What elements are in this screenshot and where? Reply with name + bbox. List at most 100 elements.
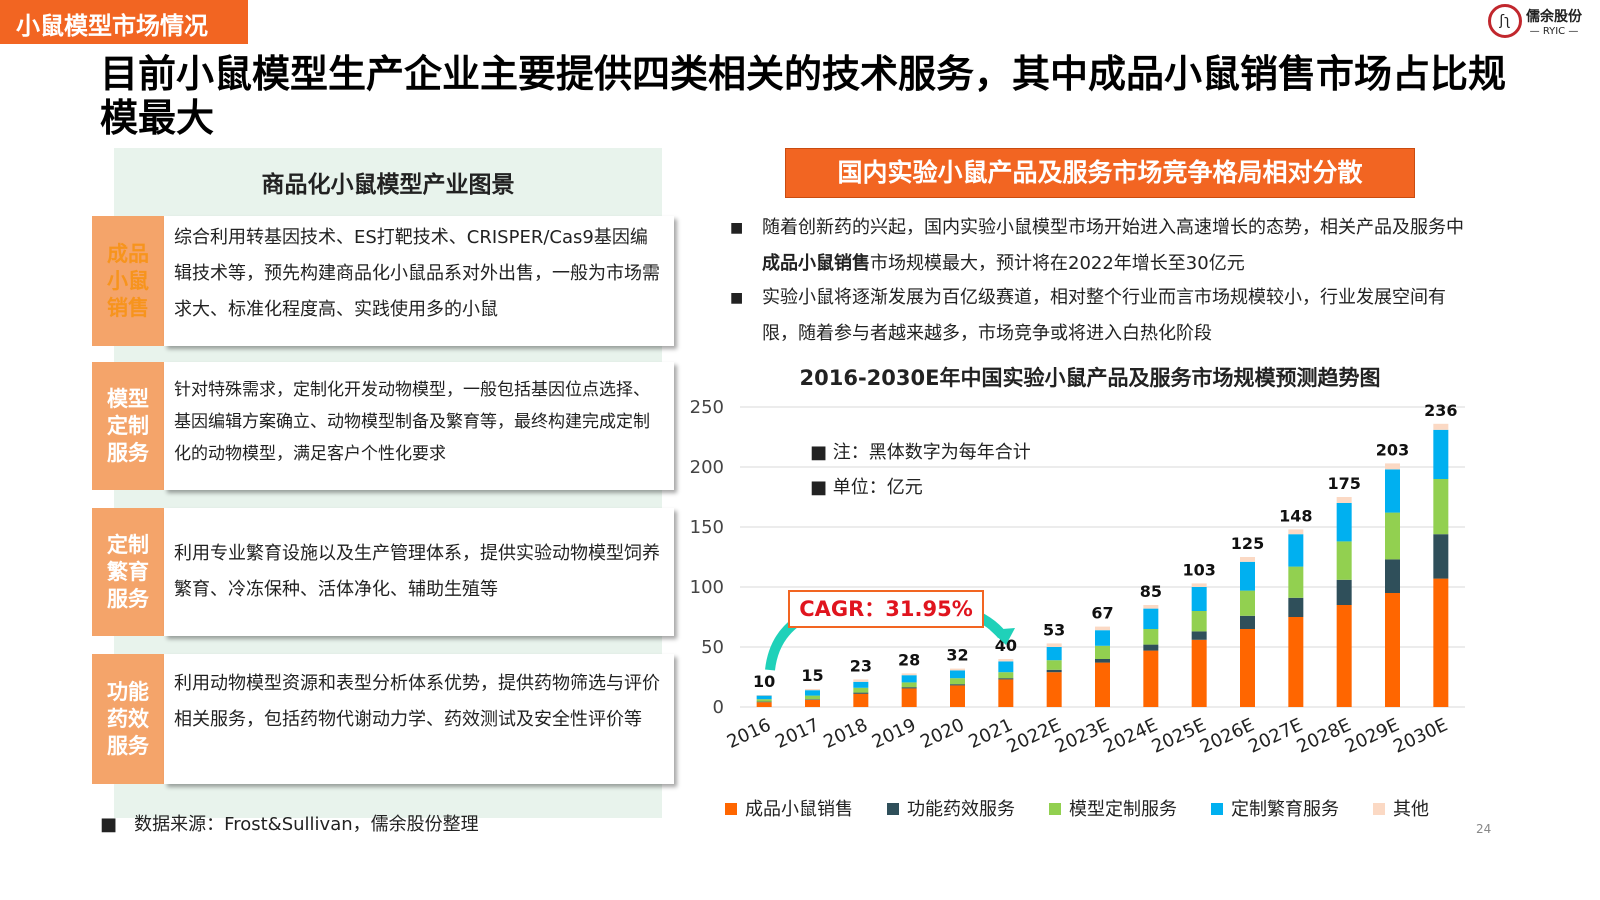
bar-segment [756,699,772,702]
bar-segment [950,670,965,679]
bar-segment [950,668,965,671]
bar-segment [805,689,820,691]
total-label: 125 [1231,534,1264,553]
legend-label: 定制繁育服务 [1231,799,1339,820]
bar-segment [1095,659,1110,663]
total-label: 28 [898,650,920,669]
bar-segment [1191,611,1207,632]
legend-label: 模型定制服务 [1069,799,1177,820]
total-label: 32 [946,646,968,665]
bar-segment [1191,639,1207,707]
bar-segment [1046,672,1062,707]
chart-note: ■ 注：黑体数字为每年合计 [810,442,1031,463]
bar-segment [901,682,917,688]
bar-segment [805,690,820,696]
left-panel-title: 商品化小鼠模型产业图景 [261,172,515,198]
bar-segment [1143,605,1159,609]
bar-segment [1240,561,1255,591]
bar-segment [1288,534,1304,567]
bar-segment [998,661,1014,673]
bar-segment [1433,479,1449,535]
x-tick-label: 2020 [917,714,967,752]
legend-label: 功能药效服务 [907,799,1015,820]
bar-segment [1433,578,1449,707]
service-row: 功能药效服务 利用动物模型资源和表型分析体系优势，提供药物筛选与评价相关服务，包… [92,654,674,784]
legend-swatch [1049,803,1061,815]
bar-segment [1095,645,1110,659]
y-tick-label: 150 [690,517,724,538]
bar-segment [1288,529,1304,535]
data-source: ■ 数据来源：Frost&Sullivan，儒余股份整理 [100,814,479,835]
bar-segment [1336,503,1352,542]
bar-segment [998,679,1014,707]
cagr-label: CAGR：31.95% [788,590,984,628]
bar-segment [805,695,820,700]
service-desc: 综合利用转基因技术、ES打靶技术、CRISPER/Cas9基因编辑技术等，预先构… [164,216,674,346]
bar-segment [901,675,917,683]
bar-segment [853,693,869,707]
bar-segment [1095,630,1110,646]
bar-segment [1336,579,1352,605]
legend-item: 定制繁育服务 [1211,795,1339,821]
bar-segment [950,678,965,685]
x-tick-label: 2018 [821,714,871,752]
legend-label: 成品小鼠销售 [745,799,853,820]
service-label: 成品小鼠销售 [92,216,164,346]
total-label: 148 [1279,506,1312,525]
bar-segment [950,685,965,707]
bar-segment [901,688,917,707]
bar-segment [1288,566,1304,598]
bar-segment [805,699,820,707]
total-label: 67 [1091,604,1113,623]
bullet-2: ■ 实验小鼠将逐渐发展为百亿级赛道，相对整个行业而言市场规模较小，行业发展空间有限… [730,280,1470,352]
stacked-bar-chart: 0 50 100 150 200 250 10 2016 15 2017 23 2018 28 2019 3… [690,397,1465,758]
bar-segment [1095,626,1110,631]
y-tick-label: 200 [690,457,724,478]
bar-segment [1336,497,1352,503]
data-source-text: 数据来源：Frost&Sullivan，儒余股份整理 [134,814,479,835]
logo-text: 儒余股份 [1526,8,1582,25]
legend-item: 成品小鼠销售 [725,795,853,821]
bar-segment [998,672,1014,679]
section-tag: 小鼠模型市场情况 [0,0,248,44]
page-number: 24 [1476,822,1492,836]
bar-segment [1191,587,1207,611]
company-logo: ʃʅ 儒余股份 — RYIC — [1488,4,1582,38]
y-tick-label: 250 [690,397,724,418]
legend-swatch [725,803,737,815]
total-label: 103 [1182,560,1215,579]
bar-segment [756,695,772,696]
bar-segment [901,687,917,689]
total-label: 236 [1424,401,1457,420]
bar-segment [1143,608,1159,629]
total-label: 203 [1376,440,1409,459]
total-label: 40 [995,636,1017,655]
bar-segment [1336,605,1352,707]
bar-segment [1336,541,1352,580]
x-tick-label: 2019 [869,714,919,752]
bar-segment [756,695,772,700]
bullet-1: ■ 随着创新药的兴起，国内实验小鼠模型市场开始进入高速增长的态势，相关产品及服务中… [730,217,1464,274]
legend-swatch [887,803,899,815]
page-title: 目前小鼠模型生产企业主要提供四类相关的技术服务，其中成品小鼠销售市场占比规模最大 [100,52,1507,140]
chart-title: 2016-2030E年中国实验小鼠产品及服务市场规模预测趋势图 [799,366,1381,390]
bar-segment [1288,617,1304,707]
service-desc: 针对特殊需求，定制化开发动物模型，一般包括基因位点选择、基因编辑方案确立、动物模… [164,362,674,490]
legend-swatch [1373,803,1385,815]
bar-segment [1385,469,1400,513]
bar-segment [1143,644,1159,651]
unit-text: 单位：亿元 [832,477,923,498]
bar-segment [1191,583,1207,587]
logo-icon: ʃʅ [1488,4,1522,38]
legend-item: 其他 [1373,795,1429,821]
bar-segment [805,699,820,700]
bar-segment [853,692,869,694]
x-tick-label: 2017 [772,714,822,752]
service-row: 成品小鼠销售 综合利用转基因技术、ES打靶技术、CRISPER/Cas9基因编辑… [92,216,674,346]
bar-segment [998,659,1014,662]
total-label: 53 [1043,620,1065,639]
bar-segment [1191,631,1207,640]
bullet-text: 市场规模最大，预计将在2022年增长至30亿元 [870,253,1245,274]
legend-swatch [1211,803,1223,815]
total-label: 23 [850,656,872,675]
